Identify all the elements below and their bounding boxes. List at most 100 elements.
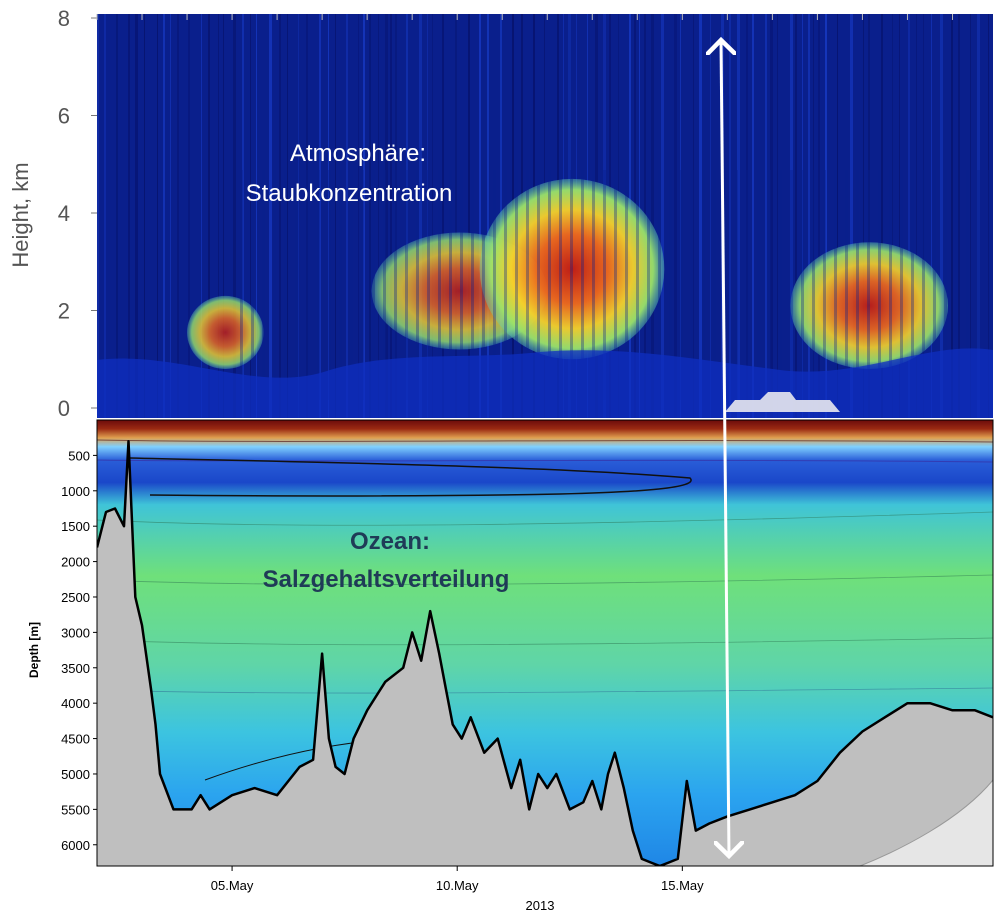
profile-gap	[570, 170, 573, 400]
profile-gap	[966, 170, 969, 400]
height-axis-label: Height, km	[8, 162, 33, 267]
profile-gap	[449, 170, 452, 400]
lidar-stripe	[177, 14, 179, 418]
lidar-stripe	[951, 14, 953, 418]
lidar-stripe	[808, 14, 810, 418]
profile-gap	[988, 170, 991, 400]
profile-gap	[394, 170, 397, 400]
connection-arrow	[721, 40, 729, 856]
profile-gap	[878, 170, 881, 400]
lidar-stripe	[319, 14, 321, 418]
lidar-stripe	[208, 14, 210, 418]
profile-gap	[559, 170, 562, 400]
profile-gap	[955, 170, 958, 400]
depth-tick-label: 2000	[61, 555, 90, 570]
profile-gap	[482, 170, 485, 400]
lidar-stripe	[770, 14, 773, 418]
profile-gap	[779, 170, 782, 400]
depth-tick-label: 1000	[61, 484, 90, 499]
ocean-frame	[96, 419, 994, 867]
height-tick-label: 8	[58, 6, 70, 31]
ocean-annotation-line2: Salzgehaltsverteilung	[263, 566, 510, 593]
lidar-stripe	[287, 14, 288, 418]
depth-tick-label: 4000	[61, 696, 90, 711]
depth-tick-label: 2500	[61, 590, 90, 605]
profile-gap	[801, 170, 804, 400]
profile-gap	[867, 170, 870, 400]
lidar-stripe	[256, 14, 257, 418]
profile-gap	[262, 170, 265, 400]
lidar-stripe	[346, 14, 348, 418]
depth-tick-label: 1500	[61, 519, 90, 534]
lidar-stripe	[850, 14, 853, 418]
profile-gap	[845, 170, 848, 400]
lidar-stripe	[674, 14, 677, 418]
profile-gap	[669, 170, 672, 400]
lidar-stripe	[813, 14, 814, 418]
profile-gap	[625, 170, 628, 400]
lidar-stripe	[335, 14, 336, 418]
lidar-stripe	[128, 14, 130, 418]
year-label: 2013	[526, 898, 555, 913]
lidar-stripe	[790, 14, 793, 418]
lidar-stripe	[970, 14, 971, 418]
profile-gap	[911, 170, 914, 400]
profile-gap	[900, 170, 903, 400]
profile-gap	[416, 170, 419, 400]
lidar-stripe	[825, 14, 827, 418]
lidar-stripe	[923, 14, 924, 418]
lidar-stripe	[250, 14, 251, 418]
lidar-stripe	[729, 14, 731, 418]
depth-tick-label: 5000	[61, 767, 90, 782]
profile-gap	[823, 170, 826, 400]
page-curl-shadow	[859, 779, 994, 867]
height-axis: 0 2 4 6 8	[58, 6, 97, 421]
dust-layer	[479, 178, 665, 360]
profile-gap	[284, 170, 287, 400]
lidar-stripe	[868, 14, 870, 418]
profile-gap	[636, 170, 639, 400]
lidar-stripe	[479, 14, 481, 418]
lidar-stripe	[378, 14, 379, 418]
lidar-stripe	[201, 14, 202, 418]
profile-gap	[856, 170, 859, 400]
profile-gap	[427, 170, 430, 400]
seafloor	[97, 441, 993, 866]
profile-gap	[306, 170, 309, 400]
lidar-stripe	[395, 14, 397, 418]
profile-gap	[691, 170, 694, 400]
depth-tick-label: 4500	[61, 732, 90, 747]
atmosphere-annotation-line2: Staubkonzentration	[246, 180, 453, 207]
lidar-stripe	[144, 14, 145, 418]
lidar-stripe	[881, 14, 883, 418]
lidar-stripe	[958, 14, 960, 418]
profile-gap	[790, 170, 793, 400]
lidar-stripe	[157, 14, 158, 418]
profile-gap	[251, 170, 254, 400]
lidar-stripe	[163, 14, 165, 418]
dust-layers	[187, 170, 991, 400]
page-curl	[860, 780, 993, 866]
profile-gap	[944, 170, 947, 400]
profile-gap	[295, 170, 298, 400]
lidar-stripe	[765, 14, 767, 418]
lidar-stripe	[818, 14, 820, 418]
lidar-stripe	[931, 14, 932, 418]
lidar-stripe	[369, 14, 371, 418]
profile-gap	[746, 170, 749, 400]
profile-gap	[383, 170, 386, 400]
profile-gap	[493, 170, 496, 400]
profile-gap	[240, 170, 243, 400]
lidar-stripe	[455, 14, 457, 418]
lidar-stripe	[746, 14, 748, 418]
profile-gap	[647, 170, 650, 400]
height-tick-label: 6	[58, 104, 70, 129]
depth-tick-label: 3500	[61, 661, 90, 676]
height-tick-label: 2	[58, 299, 70, 324]
lidar-stripe	[863, 14, 864, 418]
lidar-stripe	[777, 14, 778, 418]
profile-gap	[812, 170, 815, 400]
profile-gap	[548, 170, 551, 400]
lidar-stripe	[908, 14, 910, 418]
lidar-stripe	[940, 14, 943, 418]
